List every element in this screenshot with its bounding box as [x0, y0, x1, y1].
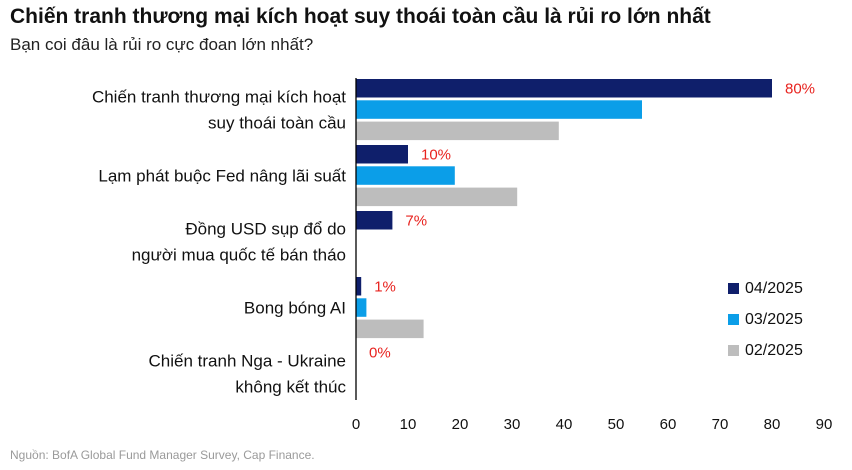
legend-label-02-2025: 02/2025 — [745, 342, 803, 359]
category-label-4: Bong bóng AI — [244, 299, 346, 318]
x-tick-label-50: 50 — [608, 416, 625, 433]
data-label-cat-3: 7% — [405, 212, 427, 229]
chart-title: Chiến tranh thương mại kích hoạt suy tho… — [10, 5, 711, 28]
bar-04-2025-cat-1 — [356, 79, 772, 98]
x-tick-label-70: 70 — [712, 416, 729, 433]
x-tick-label-20: 20 — [452, 416, 469, 433]
bar-03-2025-cat-2 — [356, 166, 455, 185]
legend-swatch-03-2025 — [728, 314, 739, 325]
x-tick-label-10: 10 — [400, 416, 417, 433]
bar-04-2025-cat-2 — [356, 145, 408, 164]
category-label-1-line-2: suy thoái toàn cầu — [208, 114, 346, 133]
category-label-3-line-1: Đồng USD sụp đổ do — [185, 220, 346, 239]
bar-02-2025-cat-2 — [356, 187, 518, 207]
bar-03-2025-cat-1 — [356, 100, 642, 119]
legend-label-03-2025: 03/2025 — [745, 311, 803, 328]
data-label-cat-5: 0% — [369, 344, 391, 361]
bar-04-2025-cat-3 — [356, 211, 393, 230]
category-label-1-line-1: Chiến tranh thương mại kích hoạt — [92, 88, 346, 107]
category-label-2: Lạm phát buộc Fed nâng lãi suất — [98, 167, 346, 186]
bar-04-2025-cat-4 — [356, 277, 362, 296]
source-note: Nguồn: BofA Global Fund Manager Survey, … — [10, 448, 315, 462]
bar-02-2025-cat-1 — [356, 121, 559, 141]
x-tick-label-40: 40 — [556, 416, 573, 433]
legend-swatch-02-2025 — [728, 345, 739, 356]
category-label-3-line-2: người mua quốc tế bán tháo — [132, 246, 346, 265]
category-label-5-line-1: Chiến tranh Nga - Ukraine — [149, 352, 346, 371]
x-tick-label-60: 60 — [660, 416, 677, 433]
x-tick-label-90: 90 — [816, 416, 833, 433]
bar-03-2025-cat-4 — [356, 298, 367, 317]
chart-subtitle: Bạn coi đâu là rủi ro cực đoan lớn nhất? — [10, 35, 314, 54]
x-tick-label-0: 0 — [352, 416, 360, 433]
category-label-5-line-2: không kết thúc — [235, 378, 346, 397]
bar-02-2025-cat-4 — [356, 319, 424, 339]
data-label-cat-2: 10% — [421, 146, 451, 163]
data-label-cat-1: 80% — [785, 80, 815, 97]
x-tick-label-30: 30 — [504, 416, 521, 433]
data-label-cat-4: 1% — [374, 278, 396, 295]
legend-swatch-04-2025 — [728, 283, 739, 294]
legend-label-04-2025: 04/2025 — [745, 280, 803, 297]
x-tick-label-80: 80 — [764, 416, 781, 433]
